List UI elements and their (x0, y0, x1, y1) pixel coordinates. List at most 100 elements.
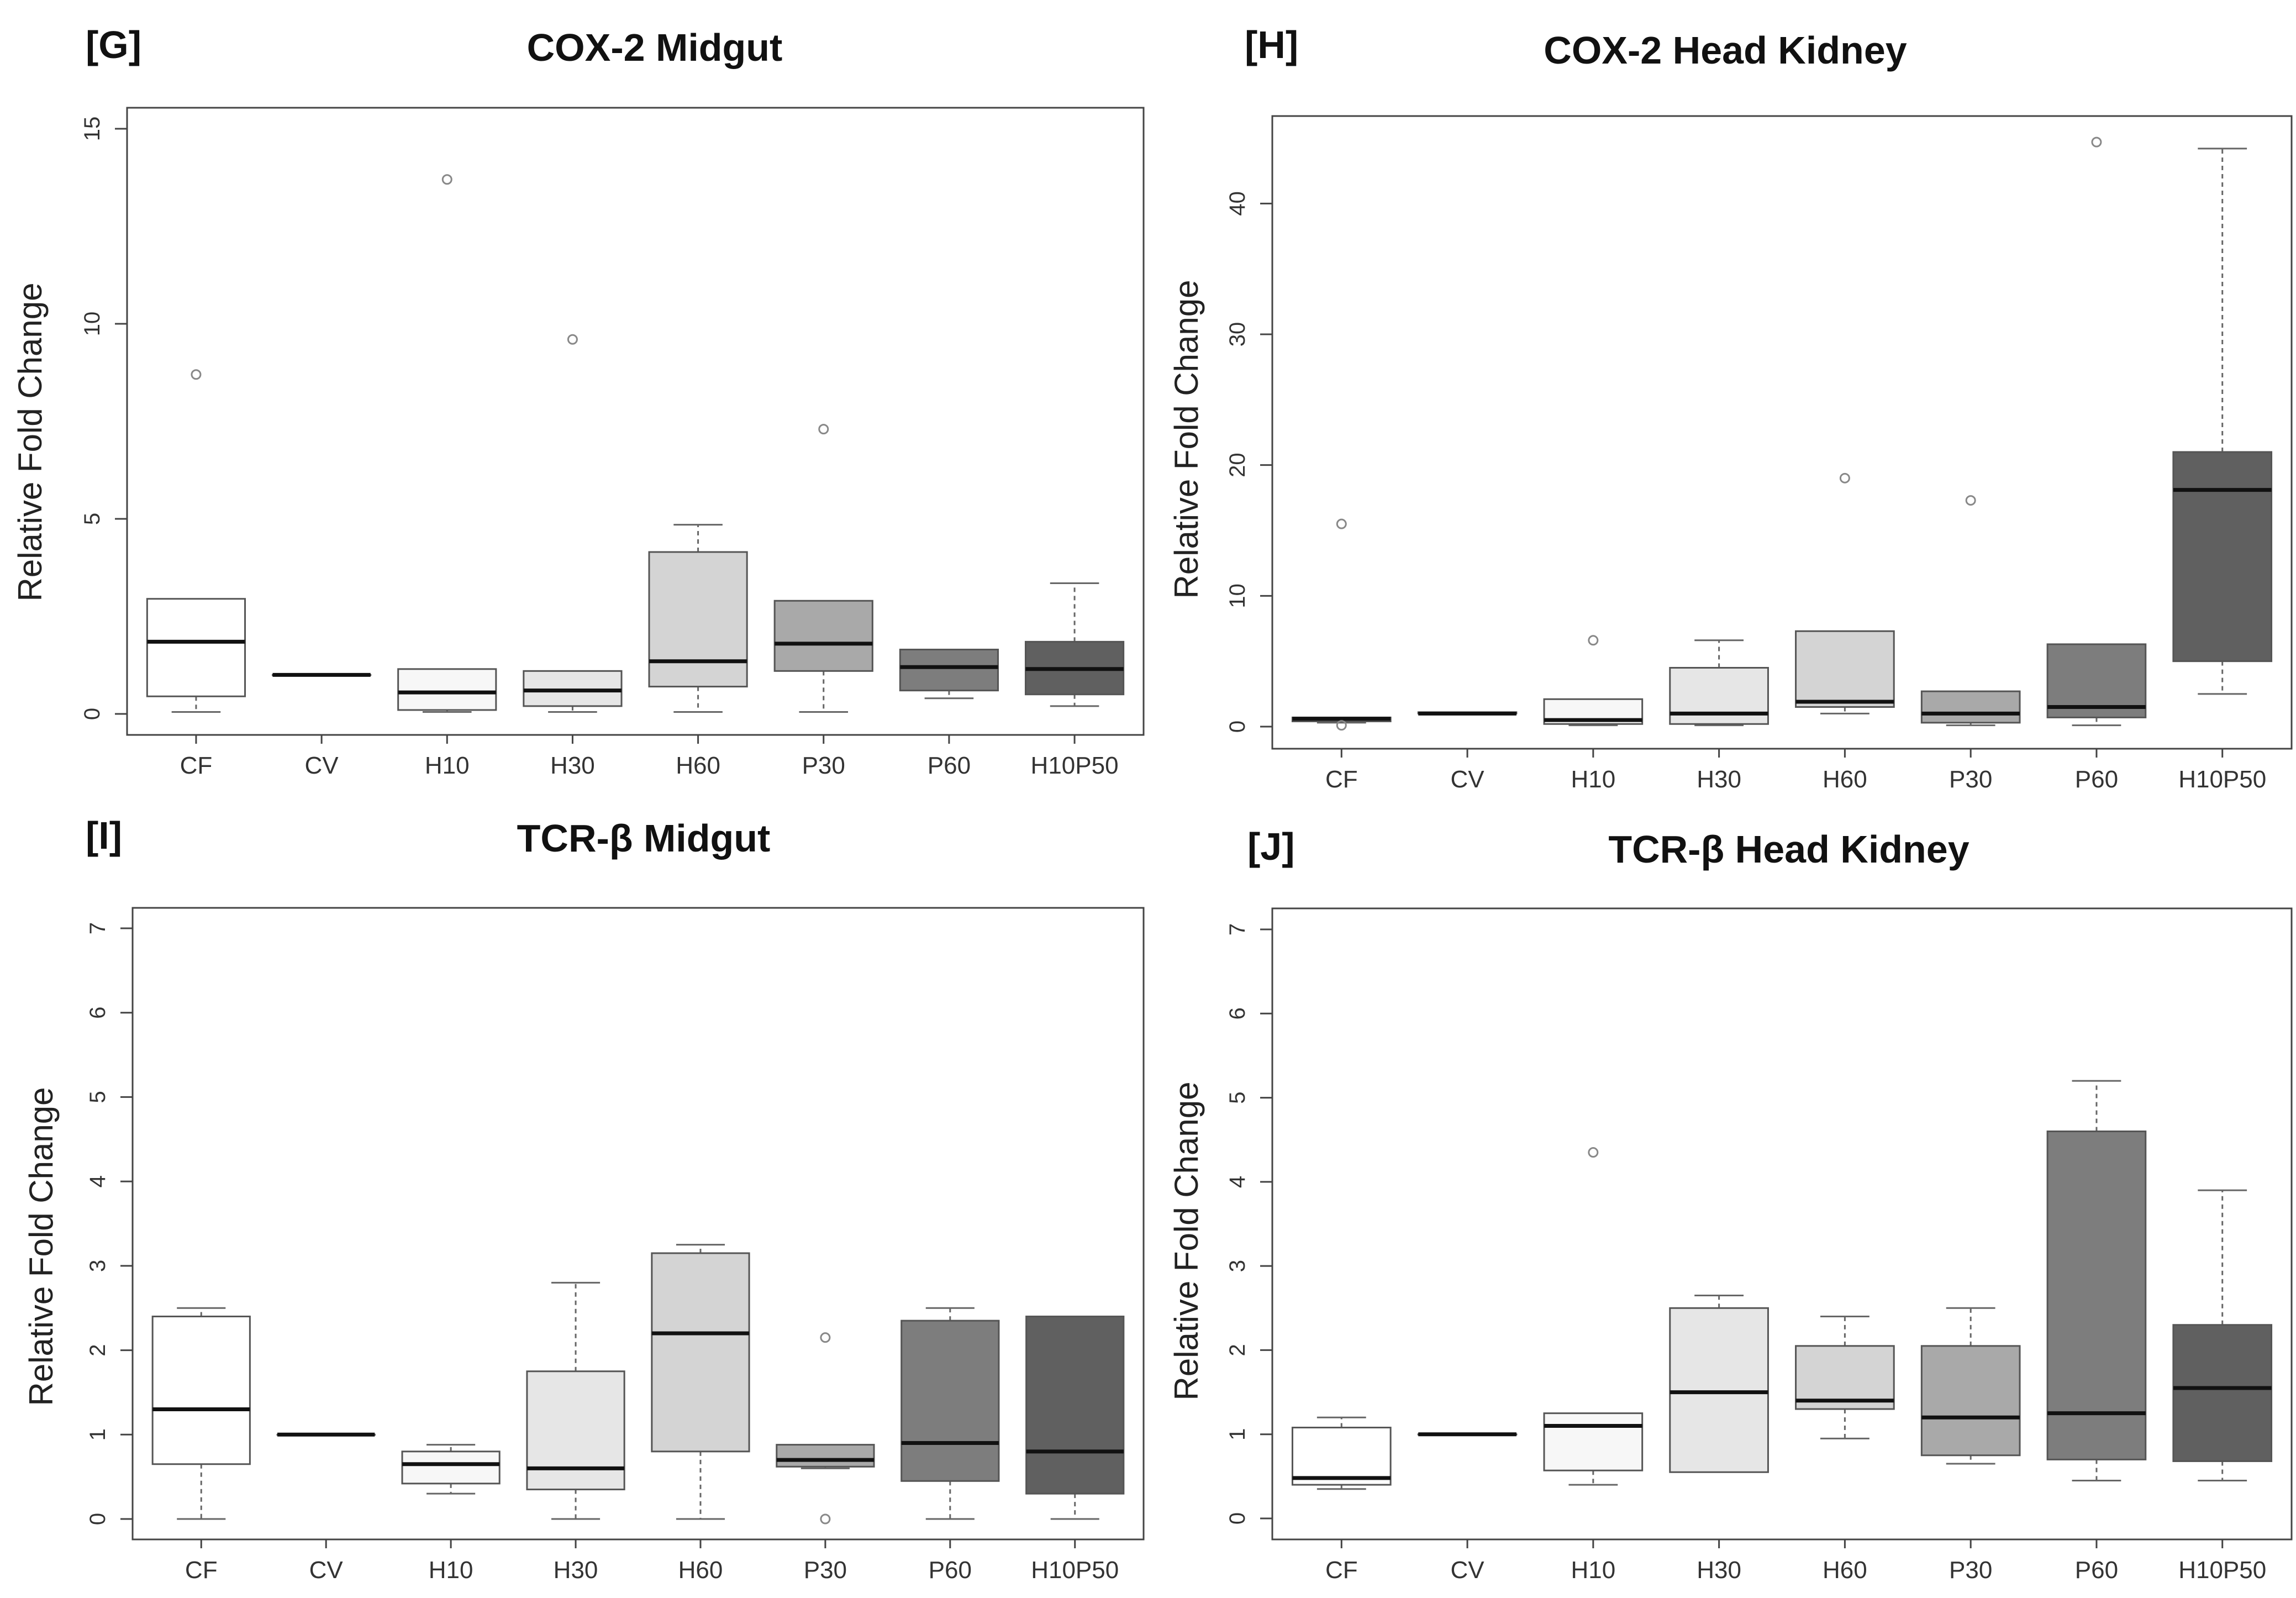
panel-h-ytick-label: 10 (1225, 584, 1250, 608)
panel-i: [I] TCR-β Midgut Relative Fold Change 0 1 2 3 4… (23, 814, 1145, 1584)
panel-g-box-body (773, 600, 873, 672)
panel-g-box-body (146, 598, 246, 697)
panel-j-box-body (1920, 1345, 2021, 1457)
panel-h-box-body (1795, 630, 1895, 708)
panel-j-ytick-label: 7 (1225, 923, 1250, 935)
panel-i-box-h10p50 (1025, 1315, 1125, 1520)
panel-h-category-label: CF (1325, 766, 1358, 793)
panel-i-box-cf (151, 1307, 251, 1520)
panel-j-box-body (1543, 1412, 1644, 1471)
panel-g-box-h60 (648, 524, 748, 713)
panel-i-category-label: CF (185, 1557, 218, 1584)
panel-j-box-body (1291, 1427, 1392, 1486)
panel-h-box-body (1920, 690, 2021, 724)
panel-h-category-label: H10 (1571, 766, 1615, 793)
panel-j-category-label: CF (1325, 1557, 1358, 1584)
panel-g-category-label: H10P50 (1031, 752, 1119, 779)
panel-h-box-h30 (1669, 639, 1769, 727)
panel-h-category-label: P30 (1949, 766, 1992, 793)
panel-g-outlier-point (441, 174, 452, 185)
panel-i-box-body (901, 1320, 1000, 1482)
panel-h-ytick-label: 0 (1225, 721, 1250, 733)
panel-h-ytick-label: 40 (1225, 191, 1250, 216)
panel-h-category-label: H10P50 (2178, 766, 2266, 793)
panel-i-category-label: P60 (929, 1557, 972, 1584)
panel-i-category-label: CV (309, 1557, 344, 1584)
panel-g-box-body (523, 670, 623, 707)
panel-h-box-p60 (2046, 136, 2147, 727)
panel-i-box-body (651, 1252, 750, 1453)
panel-g-box-h10p50 (1024, 582, 1125, 707)
panel-h-ytick-label: 20 (1225, 453, 1250, 477)
panel-i-label: [I] (86, 814, 122, 857)
panel-i-box-body (1025, 1315, 1125, 1495)
panel-g-outlier-point (567, 334, 578, 345)
panel-j-box-p30 (1920, 1307, 2021, 1465)
panel-j-box-h30 (1669, 1294, 1769, 1473)
panel-i-box-p30 (776, 1332, 875, 1525)
panel-h-box-h10 (1543, 635, 1644, 727)
panel-g-box-p60 (899, 649, 999, 700)
panel-h-box-cf (1291, 518, 1392, 731)
panel-i-ylabel: Relative Fold Change (23, 1087, 60, 1406)
panel-g-outlier-point (818, 424, 829, 435)
panel-h-box-h60 (1795, 472, 1895, 714)
panel-g-outlier-point (191, 369, 202, 380)
panel-g-plot-frame (126, 107, 1145, 736)
panel-j-box-h10p50 (2172, 1189, 2273, 1481)
panel-j-category-label: H30 (1697, 1557, 1741, 1584)
panel-j-box-h10 (1543, 1147, 1644, 1486)
panel-i-category-label: P30 (804, 1557, 847, 1584)
panel-h-plot-frame (1271, 115, 2293, 750)
panel-h-outlier-point (2091, 136, 2102, 148)
panel-h-ylabel: Relative Fold Change (1168, 280, 1205, 598)
panel-g-category-label: P60 (928, 752, 971, 779)
panel-g-category-label: H60 (676, 752, 720, 779)
panel-i-box-cv (276, 1432, 376, 1437)
panel-i-ytick-label: 1 (86, 1428, 110, 1441)
panel-h-box-p30 (1920, 495, 2021, 727)
panel-h-box-body (1669, 667, 1769, 725)
panel-h-title: COX-2 Head Kidney (1544, 29, 1907, 72)
panel-j-box-body (2172, 1324, 2273, 1462)
panel-j-ytick-label: 4 (1225, 1176, 1250, 1188)
panel-g-box-p30 (773, 424, 873, 713)
panel-i-box-body (776, 1444, 875, 1468)
panel-g-category-label: H30 (550, 752, 595, 779)
panel-i-box-body (526, 1370, 625, 1491)
panel-g-box-body (648, 551, 748, 688)
panel-i-box-h30 (526, 1281, 625, 1520)
panel-g-box-body (397, 668, 497, 711)
panel-g-ytick-label: 15 (80, 117, 104, 141)
panel-h: [H] COX-2 Head Kidney Relative Fold Change… (1168, 23, 2293, 793)
panel-j-label: [J] (1247, 825, 1295, 868)
panel-j-box-body (1669, 1307, 1769, 1473)
panel-j-ytick-label: 5 (1225, 1091, 1250, 1103)
panel-i-ytick-label: 7 (86, 922, 110, 934)
panel-h-outlier-point (1588, 635, 1599, 646)
panel-i-box-p60 (901, 1307, 1000, 1520)
panel-j-ytick-label: 0 (1225, 1512, 1250, 1525)
panel-g: [G] COX-2 Midgut Relative Fold Change 0 5 10 1… (12, 23, 1145, 779)
panel-j-category-label: CV (1450, 1557, 1484, 1584)
panel-j-ytick-label: 1 (1225, 1428, 1250, 1441)
panel-g-category-label: CV (305, 752, 339, 779)
panel-j-category-label: P30 (1949, 1557, 1992, 1584)
panel-h-outlier-point (1965, 495, 1976, 506)
panel-i-ytick-label: 3 (86, 1260, 110, 1272)
panel-j-outlier-point (1588, 1147, 1599, 1158)
panel-i-outlier-point (820, 1513, 831, 1525)
panel-i-category-label: H10P50 (1031, 1557, 1119, 1584)
panel-h-outlier-point (1336, 720, 1347, 731)
panel-i-box-body (151, 1315, 251, 1465)
panel-i-category-label: H60 (678, 1557, 723, 1584)
panel-h-category-label: CV (1450, 766, 1484, 793)
panel-j-ytick-label: 6 (1225, 1007, 1250, 1019)
panel-i-plot-frame (131, 907, 1145, 1541)
panel-j-box-cf (1291, 1416, 1392, 1490)
panel-j-category-label: H60 (1823, 1557, 1867, 1584)
panel-j-ytick-label: 2 (1225, 1344, 1250, 1356)
panel-g-box-cf (146, 369, 246, 713)
panel-h-outlier-point (1336, 518, 1347, 529)
